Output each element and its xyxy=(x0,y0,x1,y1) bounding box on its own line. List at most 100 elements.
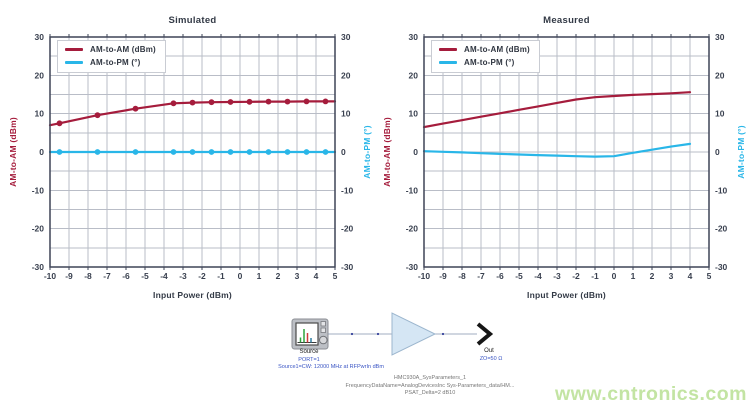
svg-text:0: 0 xyxy=(413,147,418,157)
svg-text:-3: -3 xyxy=(179,271,187,281)
y-axis-label-right: AM-to-PM (°) xyxy=(736,125,746,179)
amplifier-icon xyxy=(391,312,437,356)
data-point-marker xyxy=(208,99,215,106)
svg-text:-9: -9 xyxy=(439,271,447,281)
svg-text:-9: -9 xyxy=(65,271,73,281)
svg-text:-20: -20 xyxy=(715,224,728,234)
y-axis-label-left: AM-to-AM (dBm) xyxy=(8,117,18,187)
svg-text:-4: -4 xyxy=(160,271,168,281)
data-point-marker xyxy=(189,149,196,155)
legend: AM-to-AM (dBm) AM-to-PM (°) xyxy=(431,40,540,73)
series-line xyxy=(422,142,692,158)
svg-text:-7: -7 xyxy=(103,271,111,281)
data-point-marker xyxy=(246,149,253,155)
svg-text:20: 20 xyxy=(409,70,419,80)
svg-text:-30: -30 xyxy=(406,262,419,272)
svg-text:4: 4 xyxy=(688,271,693,281)
svg-text:-10: -10 xyxy=(32,185,45,195)
svg-text:-20: -20 xyxy=(406,224,419,234)
svg-text:2: 2 xyxy=(276,271,281,281)
x-axis-label: Input Power (dBm) xyxy=(527,290,606,300)
svg-text:-1: -1 xyxy=(591,271,599,281)
svg-text:5: 5 xyxy=(333,271,338,281)
svg-text:-7: -7 xyxy=(477,271,485,281)
chart-title: Measured xyxy=(543,15,590,26)
data-point-marker xyxy=(189,99,196,106)
legend-label: AM-to-PM (°) xyxy=(90,58,141,67)
data-point-marker xyxy=(322,98,329,105)
svg-text:-20: -20 xyxy=(32,224,45,234)
data-point-marker xyxy=(322,149,329,155)
svg-text:-5: -5 xyxy=(141,271,149,281)
chart-title: Simulated xyxy=(168,15,217,26)
data-point-marker xyxy=(303,98,310,105)
svg-text:-6: -6 xyxy=(122,271,130,281)
legend-label: AM-to-AM (dBm) xyxy=(90,45,156,54)
legend: AM-to-AM (dBm) AM-to-PM (°) xyxy=(57,40,166,73)
svg-text:4: 4 xyxy=(314,271,319,281)
source-port-label: PORT=1 xyxy=(298,356,320,363)
data-point-marker xyxy=(265,98,272,105)
svg-text:-2: -2 xyxy=(572,271,580,281)
svg-text:-4: -4 xyxy=(534,271,542,281)
legend-entry: AM-to-PM (°) xyxy=(439,58,530,67)
svg-text:-2: -2 xyxy=(198,271,206,281)
plot-border xyxy=(49,36,336,268)
svg-text:-30: -30 xyxy=(32,262,45,272)
legend-entry: AM-to-PM (°) xyxy=(65,58,156,67)
svg-text:-20: -20 xyxy=(341,224,354,234)
svg-text:1: 1 xyxy=(257,271,262,281)
data-point-marker xyxy=(303,149,310,155)
legend-entry: AM-to-AM (dBm) xyxy=(439,45,530,54)
svg-text:-10: -10 xyxy=(341,185,354,195)
component-param2-label: PSAT_Delta=2 dB10 xyxy=(404,390,456,396)
svg-text:0: 0 xyxy=(39,147,44,157)
svg-text:30: 30 xyxy=(409,32,419,42)
schematic-wires xyxy=(328,332,477,336)
svg-text:20: 20 xyxy=(715,70,725,80)
svg-text:-10: -10 xyxy=(418,271,431,281)
component-param1-label: FrequencyDataName=AnalogDevicesInc Sys-P… xyxy=(345,382,515,389)
svg-text:10: 10 xyxy=(715,109,725,119)
data-point-marker xyxy=(132,105,139,112)
svg-text:30: 30 xyxy=(35,32,45,42)
svg-text:-3: -3 xyxy=(553,271,561,281)
x-axis-label: Input Power (dBm) xyxy=(153,290,232,300)
measured-chart: 30 30 20 20 10 10 0 0 -10 -10 -20 -20 -30 -30 -10 -9 -8-… xyxy=(374,0,749,302)
output-port-icon xyxy=(476,322,494,346)
legend-label: AM-to-PM (°) xyxy=(464,58,515,67)
svg-text:-6: -6 xyxy=(496,271,504,281)
svg-text:0: 0 xyxy=(612,271,617,281)
data-point-marker xyxy=(56,120,63,127)
data-point-marker xyxy=(227,99,234,105)
data-point-marker xyxy=(56,149,63,155)
svg-text:30: 30 xyxy=(341,32,351,42)
data-point-marker xyxy=(208,149,215,155)
svg-text:-30: -30 xyxy=(341,262,354,272)
svg-text:3: 3 xyxy=(295,271,300,281)
data-point-marker xyxy=(94,112,101,119)
svg-text:10: 10 xyxy=(341,109,351,119)
data-point-marker xyxy=(170,149,177,155)
simulated-chart: 30 30 20 20 10 10 0 0 -10 -10 -20 -20 -30 -30 -10 -9 -8-… xyxy=(0,0,375,302)
y-axis-label-right: AM-to-PM (°) xyxy=(362,125,372,179)
data-point-marker xyxy=(227,149,234,155)
svg-text:-8: -8 xyxy=(458,271,466,281)
data-point-marker xyxy=(284,98,291,105)
svg-text:1: 1 xyxy=(631,271,636,281)
svg-text:2: 2 xyxy=(650,271,655,281)
svg-text:0: 0 xyxy=(341,147,346,157)
legend-swatch-am-to-pm xyxy=(65,61,83,64)
svg-text:5: 5 xyxy=(707,271,712,281)
out-label: Out xyxy=(484,348,494,354)
watermark-text: www.cntronics.com xyxy=(555,383,747,405)
svg-text:30: 30 xyxy=(715,32,725,42)
data-point-marker xyxy=(246,98,253,105)
svg-text:-8: -8 xyxy=(84,271,92,281)
svg-text:-30: -30 xyxy=(715,262,728,272)
svg-text:-10: -10 xyxy=(44,271,57,281)
